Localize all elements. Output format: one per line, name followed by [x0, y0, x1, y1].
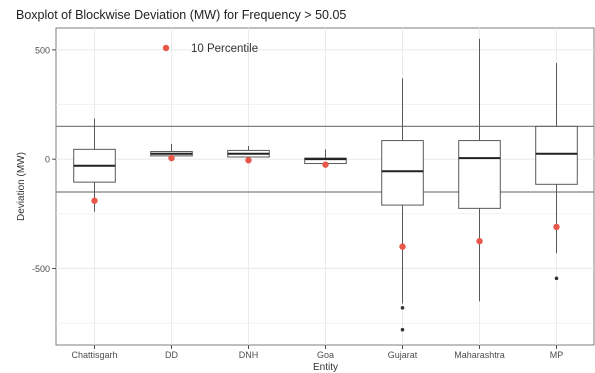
x-tick-label-mp: MP	[550, 350, 564, 360]
markers-layer	[91, 154, 560, 332]
box-mp	[535, 62, 578, 254]
y-axis-label: Deviation (MW)	[16, 152, 27, 221]
box-maharashtra	[458, 38, 501, 302]
y-tick-label: -500	[32, 264, 50, 274]
boxes-layer	[73, 38, 578, 304]
x-tick-label-gujarat: Gujarat	[388, 350, 418, 360]
percentile-point-mp	[553, 223, 560, 231]
y-tick-label: 500	[35, 45, 50, 55]
reference-lines	[56, 125, 594, 193]
percentile-point-chattisgarh	[91, 197, 98, 204]
percentile-point-maharashtra	[476, 237, 483, 245]
box-iqr	[535, 125, 578, 185]
outlier-point	[400, 327, 405, 332]
box-iqr	[458, 140, 501, 209]
x-axis-label: Entity	[313, 362, 338, 373]
box-dnh	[227, 146, 270, 158]
percentile-point-dnh	[245, 157, 252, 164]
x-tick-label-dd: DD	[165, 350, 178, 360]
chart-title: Boxplot of Blockwise Deviation (MW) for …	[16, 8, 346, 22]
outlier-point	[554, 276, 559, 281]
x-tick-label-dnh: DNH	[239, 350, 259, 360]
percentile-point-dd	[168, 154, 175, 162]
x-tick-label-goa: Goa	[317, 350, 334, 360]
legend: 10 Percentile	[162, 43, 258, 55]
box-chattisgarh	[73, 118, 116, 212]
y-tick-label: 0	[45, 155, 50, 165]
legend-marker-10-percentile	[162, 44, 170, 52]
x-tick-label-chattisgarh: Chattisgarh	[71, 350, 117, 360]
legend-label-10-percentile: 10 Percentile	[191, 43, 258, 55]
outlier-point	[400, 306, 405, 310]
box-iqr	[381, 140, 424, 206]
axes-layer: 500 0 -500 Chattisgarh DD DNH Goa Gujarat Mahara…	[32, 45, 563, 360]
percentile-point-goa	[322, 161, 329, 168]
x-tick-label-maharashtra: Maharashtra	[454, 350, 505, 360]
box-gujarat	[381, 78, 424, 304]
percentile-point-gujarat	[399, 243, 406, 250]
